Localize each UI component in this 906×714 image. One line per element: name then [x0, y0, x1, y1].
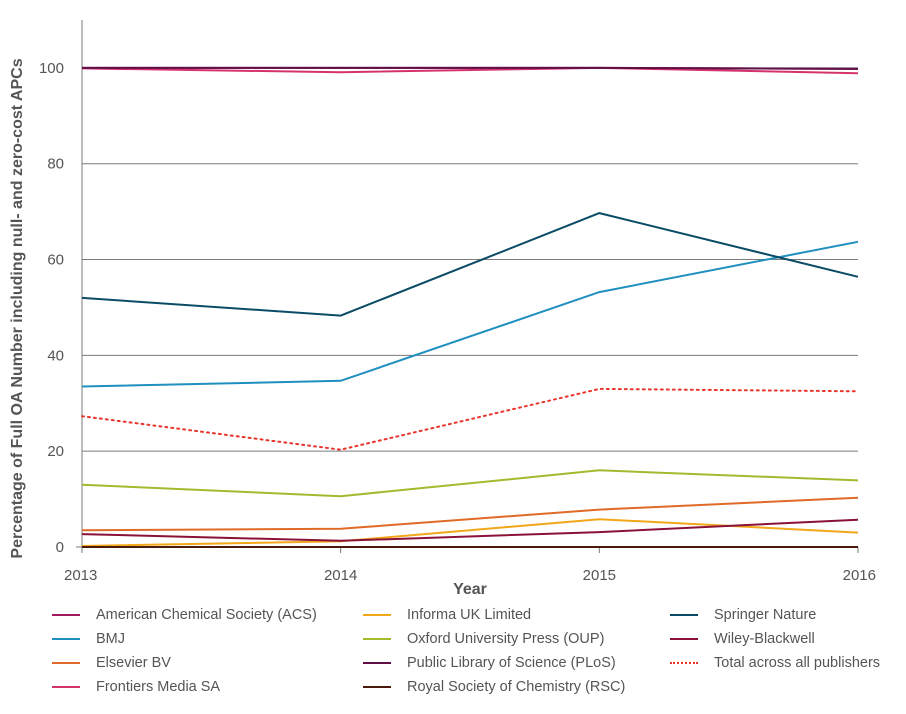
legend-label: Public Library of Science (PLoS): [407, 655, 616, 671]
line-chart: 0 20 40 60 80 100 2013 2014 2015 2016 Percentage …: [9, 20, 876, 598]
legend-label: Oxford University Press (OUP): [407, 631, 605, 647]
series-line: [81, 240, 859, 388]
legend-swatch: [363, 662, 391, 664]
tick-labels: 0 20 40 60 80 100 2013 2014 2015 2016: [39, 60, 876, 584]
legend: American Chemical Society (ACS) BMJ Elsevi…: [52, 603, 902, 699]
series-lines: [81, 66, 859, 548]
x-tick-label: 2013: [64, 567, 97, 584]
y-tick-label: 100: [39, 60, 64, 77]
legend-swatch: [670, 638, 698, 640]
x-tick-label: 2016: [843, 567, 876, 584]
axes: [76, 20, 859, 553]
legend-swatch: [52, 614, 80, 616]
series-line: [82, 66, 859, 70]
legend-swatch: [363, 686, 391, 688]
legend-label: Elsevier BV: [96, 655, 171, 671]
x-tick-label: 2015: [583, 567, 616, 584]
x-tick-label: 2014: [324, 567, 357, 584]
legend-label: American Chemical Society (ACS): [96, 607, 317, 623]
y-tick-label: 20: [47, 443, 64, 460]
legend-item: Royal Society of Chemistry (RSC): [363, 675, 670, 699]
series-line: [81, 66, 859, 75]
legend-label: Wiley-Blackwell: [714, 631, 815, 647]
legend-item: Frontiers Media SA: [52, 675, 363, 699]
y-tick-label: 0: [56, 539, 64, 556]
series-line: [81, 496, 859, 532]
legend-item: Informa UK Limited: [363, 603, 670, 627]
legend-item: BMJ: [52, 627, 363, 651]
legend-label: Total across all publishers: [714, 655, 881, 671]
series-line: [81, 518, 859, 542]
legend-swatch: [670, 614, 698, 616]
series-line: [81, 387, 859, 451]
legend-item: Springer Nature: [670, 603, 902, 627]
y-axis-title: Percentage of Full OA Number including n…: [9, 58, 26, 558]
legend-item: American Chemical Society (ACS): [52, 603, 363, 627]
y-tick-label: 60: [47, 252, 64, 269]
legend-label: Royal Society of Chemistry (RSC): [407, 679, 626, 695]
series-line: [81, 212, 859, 317]
y-tick-label: 40: [47, 347, 64, 364]
legend-label: Springer Nature: [714, 607, 817, 623]
legend-swatch: [52, 686, 80, 688]
legend-swatch: [670, 662, 698, 664]
y-tick-label: 80: [47, 156, 64, 173]
gridlines: [82, 67, 858, 452]
x-axis-title: Year: [453, 581, 487, 598]
legend-item: Oxford University Press (OUP): [363, 627, 670, 651]
legend-swatch: [363, 614, 391, 616]
legend-item: Public Library of Science (PLoS): [363, 651, 670, 675]
legend-label: Informa UK Limited: [407, 607, 532, 623]
legend-label: BMJ: [96, 631, 125, 647]
legend-label: Frontiers Media SA: [96, 679, 221, 695]
series-line: [81, 469, 859, 498]
legend-swatch: [363, 638, 391, 640]
legend-item: Wiley-Blackwell: [670, 627, 902, 651]
legend-item: Elsevier BV: [52, 651, 363, 675]
series-line: [81, 518, 859, 547]
legend-swatch: [52, 638, 80, 640]
legend-swatch: [52, 662, 80, 664]
legend-item: Total across all publishers: [670, 651, 902, 675]
